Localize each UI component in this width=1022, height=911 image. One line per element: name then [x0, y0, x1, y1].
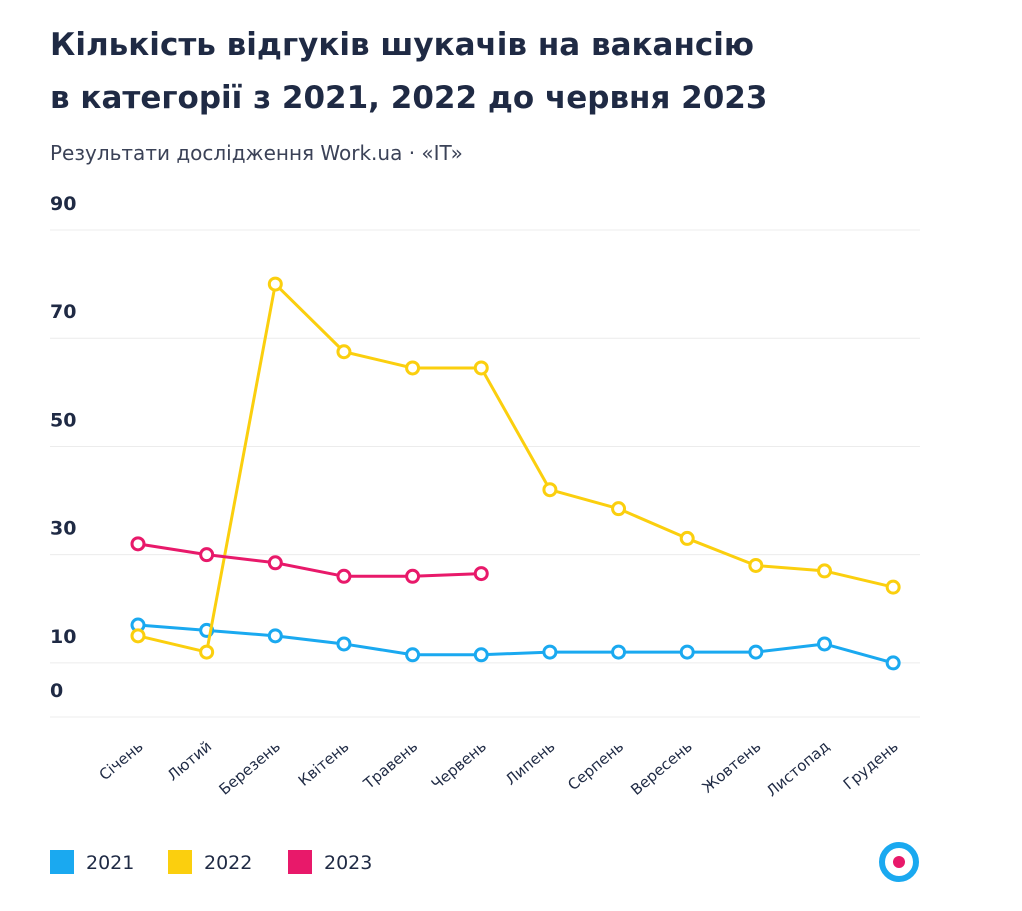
point [611, 644, 627, 660]
series-line [137, 542, 482, 578]
x-tick-label: Березень [216, 737, 284, 798]
point [405, 647, 421, 663]
point [336, 636, 352, 652]
chart-title: в категорії з 2021, 2022 до червня 2023 [50, 80, 767, 116]
point [748, 644, 764, 660]
point [130, 628, 146, 644]
y-tick-label: 10 [50, 626, 76, 648]
x-tick-label: Вересень [627, 737, 696, 799]
legend-swatch [168, 850, 192, 874]
chart-subtitle: Результати дослідження Work.ua · «IT» [50, 141, 463, 165]
x-tick-label: Травень [359, 737, 421, 793]
x-tick-label: Квітень [295, 737, 353, 790]
point [405, 360, 421, 376]
x-tick-label: Серпень [564, 737, 627, 794]
y-tick-label: 30 [50, 518, 76, 540]
point [885, 579, 901, 595]
x-tick-label: Грудень [840, 737, 902, 793]
point [130, 536, 146, 552]
chart-title: Кількість відгуків шукачів на вакансію [50, 27, 754, 63]
point [817, 563, 832, 579]
y-tick-label: 0 [50, 680, 63, 702]
legend-label: 2022 [204, 852, 252, 874]
point [542, 644, 558, 660]
x-tick-label: Листопад [763, 737, 833, 800]
point [885, 655, 901, 671]
point [748, 557, 764, 573]
point [405, 568, 421, 584]
y-tick-label: 70 [50, 301, 76, 323]
logo [879, 842, 919, 882]
x-tick-label: Липень [502, 737, 559, 789]
legend-swatch [50, 850, 74, 874]
y-tick-label: 50 [50, 409, 76, 431]
y-tick-label: 90 [50, 193, 76, 215]
point [267, 555, 283, 571]
point [199, 547, 215, 563]
point [336, 344, 352, 360]
point [473, 566, 489, 582]
legend-swatch [288, 850, 312, 874]
legend-label: 2023 [324, 852, 372, 874]
point [542, 482, 558, 498]
point [267, 276, 283, 292]
point [611, 501, 627, 517]
point [336, 568, 352, 584]
x-tick-label: Червень [428, 737, 490, 793]
x-tick-label: Січень [96, 737, 147, 784]
point [679, 530, 695, 546]
x-tick-label: Лютий [164, 737, 216, 784]
point [267, 628, 283, 644]
x-tick-label: Жовтень [699, 737, 765, 796]
point [817, 636, 832, 652]
point [473, 360, 489, 376]
point [199, 644, 215, 660]
legend-label: 2021 [86, 852, 134, 874]
series-line [137, 282, 894, 654]
point [679, 644, 695, 660]
series-line [137, 623, 894, 665]
point [473, 647, 489, 663]
